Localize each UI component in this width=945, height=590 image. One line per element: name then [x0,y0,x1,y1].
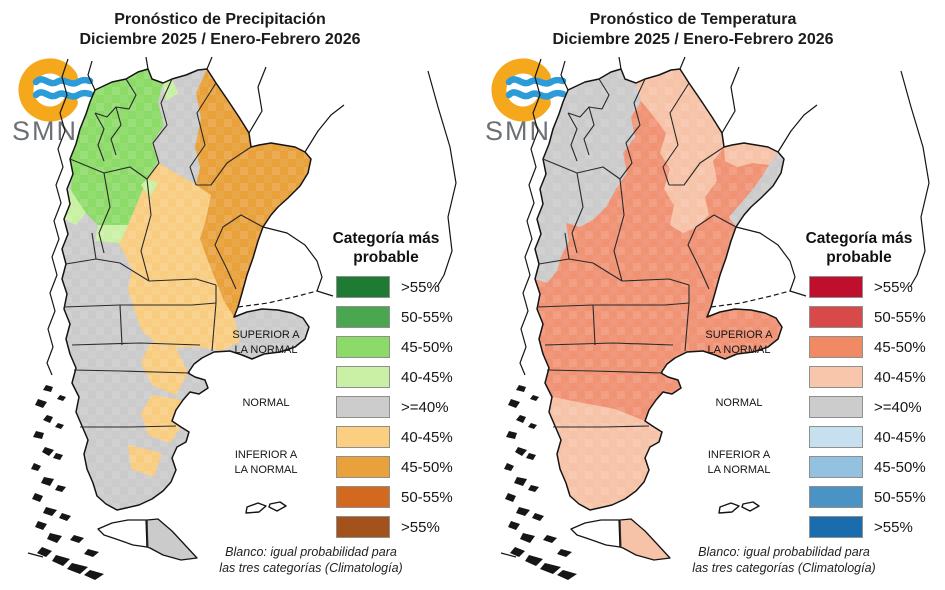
legend-row: 45-50% [336,452,453,482]
raster-texture [62,69,311,510]
legend-title: Categoría más probable [805,230,913,266]
legend-row: >55% [809,512,926,542]
legend-swatch [809,396,863,418]
legend-label: 40-45% [874,428,926,446]
legend-label: 50-55% [874,488,926,506]
legend-swatch [336,336,390,358]
legend-label: >55% [401,518,440,536]
legend-swatch [809,426,863,448]
legend-label: 45-50% [874,458,926,476]
legend-swatch [809,306,863,328]
legend-row: 45-50% [336,332,453,362]
legend-swatch [809,336,863,358]
panel-title-precipitation: Pronóstico de Precipitación Diciembre 20… [0,10,440,50]
legend-label: 40-45% [401,368,453,386]
legend-label: 50-55% [874,308,926,326]
legend-row: >55% [809,272,926,302]
title-line1: Pronóstico de Precipitación [114,11,326,28]
legend-footnote: Blanco: igual probabilidad para las tres… [219,545,403,575]
legend-label: >=40% [401,398,449,416]
legend-precipitation: >55% 50-55% 45-50% 40-45% >=40% 40-45% 4… [336,272,453,542]
legend-group-above-normal: SUPERIOR A LA NORMAL [232,329,300,356]
tierra-del-fuego-chile [570,519,621,548]
argentina-map-precipitation [27,56,457,580]
legend-group-below-normal: INFERIOR A LA NORMAL [234,449,298,476]
legend-row: 50-55% [336,482,453,512]
legend-title: Categoría más probable [332,230,440,266]
legend-label: >=40% [874,398,922,416]
legend-row: >=40% [336,392,453,422]
legend-swatch [809,366,863,388]
title-line2: Diciembre 2025 / Enero-Febrero 2026 [552,31,834,48]
panel-temperature: Pronóstico de Temperatura Diciembre 2025… [473,0,945,590]
legend-row: 50-55% [336,302,453,332]
legend-swatch [336,486,390,508]
legend-group-normal: NORMAL [242,397,290,409]
legend-swatch [336,276,390,298]
legend-row: 50-55% [809,482,926,512]
legend-swatch [336,426,390,448]
malvinas-islands [245,501,287,514]
title-line2: Diciembre 2025 / Enero-Febrero 2026 [79,31,361,48]
legend-row: 40-45% [336,422,453,452]
legend-label: 45-50% [874,338,926,356]
legend-swatch [336,396,390,418]
legend-label: 50-55% [401,308,453,326]
legend-label: >55% [874,518,913,536]
legend-row: 40-45% [336,362,453,392]
legend-footnote: Blanco: igual probabilidad para las tres… [692,545,876,575]
legend-temperature: >55% 50-55% 45-50% 40-45% >=40% 40-45% 4… [809,272,926,542]
legend-row: 40-45% [809,362,926,392]
panel-precipitation: Pronóstico de Precipitación Diciembre 20… [0,0,472,590]
panel-title-temperature: Pronóstico de Temperatura Diciembre 2025… [473,10,913,50]
legend-label: 45-50% [401,458,453,476]
legend-group-normal: NORMAL [715,397,763,409]
legend-swatch [336,306,390,328]
legend-label: >55% [874,278,913,296]
legend-group-below-normal: INFERIOR A LA NORMAL [707,449,771,476]
raster-texture [535,69,784,510]
legend-row: 40-45% [809,422,926,452]
legend-label: 50-55% [401,488,453,506]
legend-row: 50-55% [809,302,926,332]
legend-swatch [336,456,390,478]
legend-swatch [336,516,390,538]
legend-swatch [336,366,390,388]
legend-row: 45-50% [809,452,926,482]
legend-row: 45-50% [809,332,926,362]
legend-swatch [809,276,863,298]
legend-swatch [809,456,863,478]
legend-row: >55% [336,512,453,542]
legend-label: 40-45% [874,368,926,386]
legend-row: >55% [336,272,453,302]
legend-label: 45-50% [401,338,453,356]
legend-label: 40-45% [401,428,453,446]
tierra-del-fuego-chile [97,519,148,548]
legend-swatch [809,516,863,538]
legend-label: >55% [401,278,440,296]
legend-group-above-normal: SUPERIOR A LA NORMAL [705,329,773,356]
legend-row: >=40% [809,392,926,422]
argentina-map-temperature [500,56,930,580]
malvinas-islands [718,501,760,514]
title-line1: Pronóstico de Temperatura [589,11,797,28]
legend-swatch [809,486,863,508]
